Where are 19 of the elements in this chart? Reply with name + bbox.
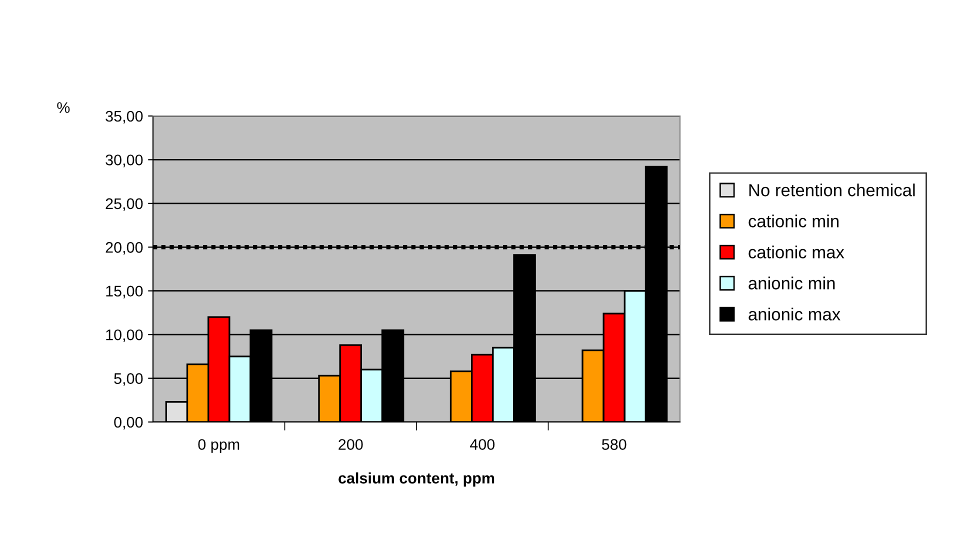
y-tick-label: 15,00 <box>106 286 143 298</box>
legend-label: cationic max <box>748 246 844 258</box>
x-axis-title: calsium content, ppm <box>338 472 494 487</box>
legend-label: cationic min <box>748 214 838 228</box>
x-tick-label: 200 <box>338 439 363 450</box>
y-tick-label: 10,00 <box>106 329 143 342</box>
y-tick-label: 0,00 <box>114 416 143 430</box>
legend-label: anionic min <box>748 276 835 290</box>
legend-label: anionic max <box>748 308 840 320</box>
x-tick-label: 580 <box>602 439 626 450</box>
y-tick-label: 35,00 <box>106 110 143 124</box>
x-tick-label: 0 ppm <box>198 439 240 453</box>
x-tick-label: 400 <box>470 439 495 450</box>
legend-label: No retention chemical <box>749 184 915 196</box>
y-axis-title: % <box>57 102 70 113</box>
y-tick-label: 25,00 <box>106 198 143 211</box>
y-tick-label: 5,00 <box>114 373 143 386</box>
y-tick-label: 20,00 <box>106 242 143 255</box>
y-tick-label: 30,00 <box>106 154 143 168</box>
